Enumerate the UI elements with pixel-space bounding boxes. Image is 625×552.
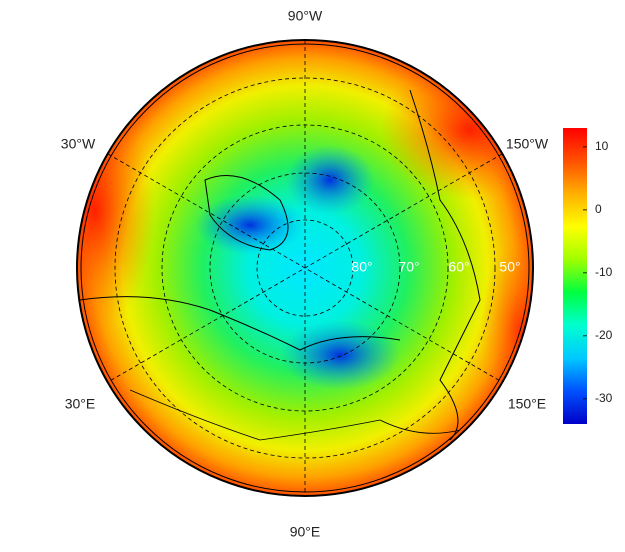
lon-label: 90°W bbox=[288, 8, 323, 24]
colorbar-tick-label: -20 bbox=[595, 328, 613, 342]
map-border-inner bbox=[80, 43, 530, 493]
lon-label: 30°E bbox=[65, 396, 96, 412]
lat-label: 70° bbox=[398, 259, 419, 275]
lon-label: 90°E bbox=[290, 524, 321, 540]
colorbar-tick-label: -30 bbox=[595, 391, 613, 405]
graticule bbox=[107, 40, 503, 496]
map-field bbox=[77, 40, 533, 496]
lon-label: 150°E bbox=[508, 396, 546, 412]
colorbar: 10 0 -10 -20 -30 bbox=[563, 128, 613, 424]
lat-label: 60° bbox=[448, 259, 469, 275]
colorbar-scale bbox=[563, 128, 587, 424]
lat-label: 50° bbox=[499, 259, 520, 275]
lon-label: 150°W bbox=[506, 136, 549, 152]
lat-label: 80° bbox=[351, 259, 372, 275]
colorbar-tick-label: 10 bbox=[595, 139, 609, 153]
map-border bbox=[76, 39, 534, 497]
colorbar-tick-label: 0 bbox=[595, 202, 602, 216]
colorbar-tick-label: -10 bbox=[595, 265, 613, 279]
lon-label: 30°W bbox=[61, 136, 96, 152]
